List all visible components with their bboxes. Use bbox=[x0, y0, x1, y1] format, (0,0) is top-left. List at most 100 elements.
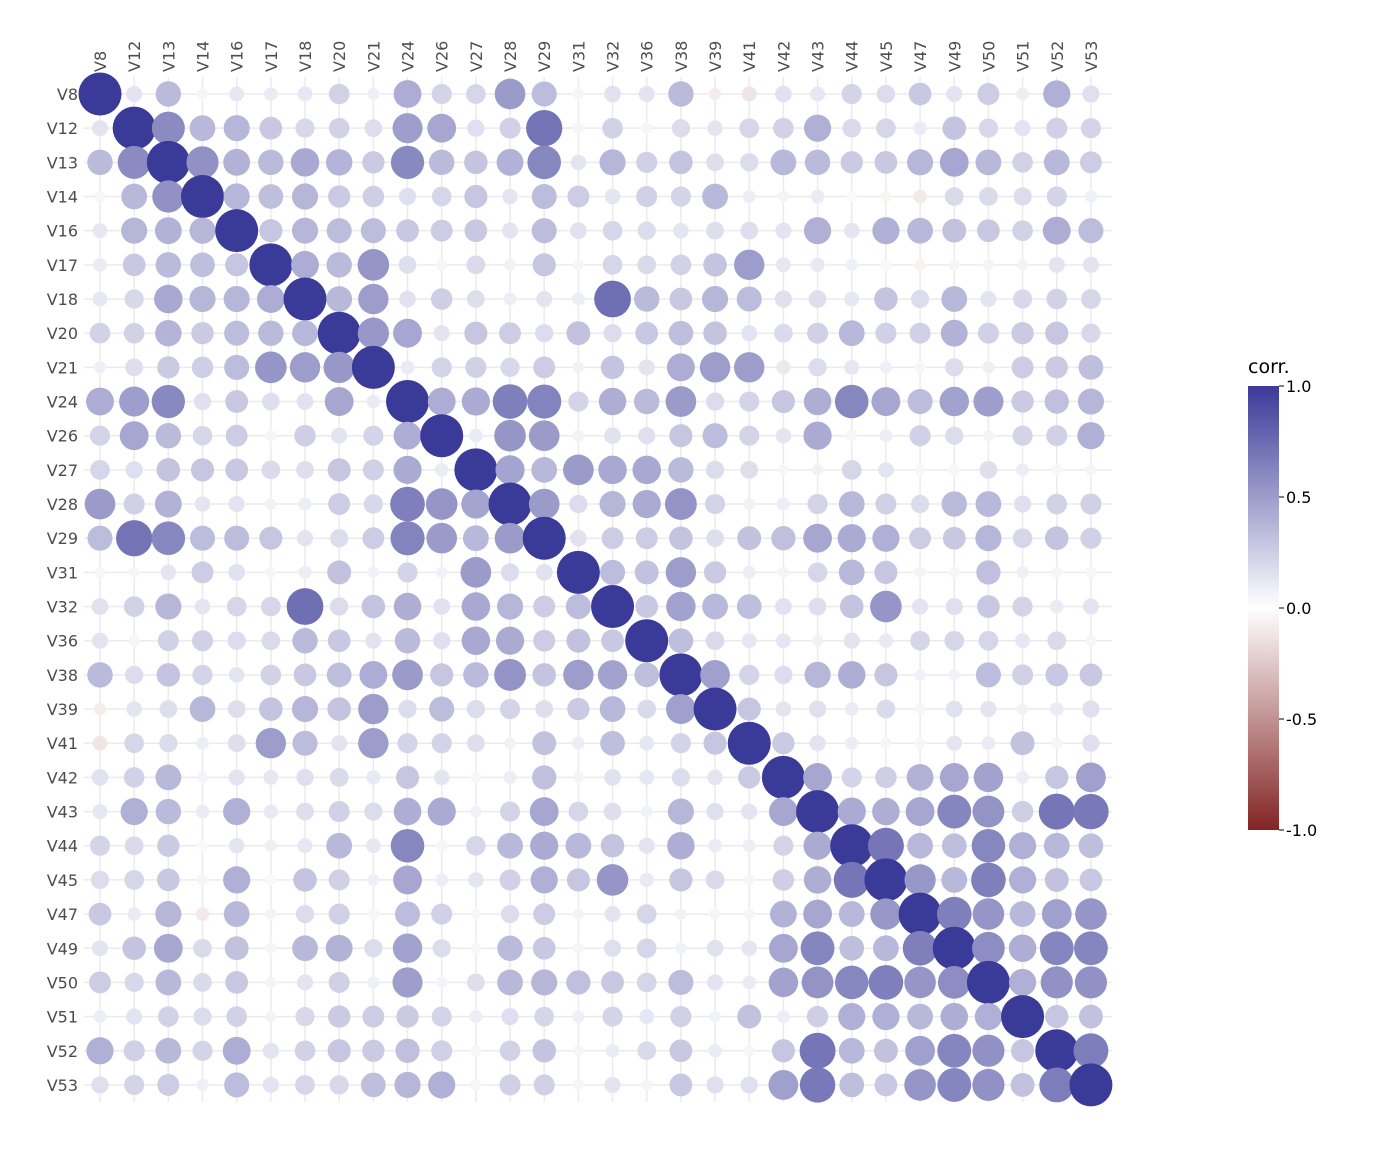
corr-dot-V28-V27 bbox=[461, 489, 491, 519]
corr-dot-V31-V52 bbox=[1051, 566, 1063, 578]
corr-dot-V29-V38 bbox=[669, 526, 693, 550]
corr-dot-V44-V28 bbox=[497, 832, 523, 859]
corr-dot-V31-V42 bbox=[777, 566, 789, 578]
corr-dot-V31-V38 bbox=[665, 557, 697, 588]
corr-dot-V50-V29 bbox=[531, 969, 558, 996]
corr-dot-V45-V45 bbox=[864, 858, 908, 902]
corr-dot-V47-V18 bbox=[295, 904, 315, 924]
corr-dot-V47-V42 bbox=[769, 900, 797, 928]
corr-dot-V38-V38 bbox=[659, 653, 703, 697]
corr-dot-V17-V42 bbox=[775, 257, 791, 273]
corr-dot-V32-V12 bbox=[123, 596, 145, 617]
corr-dot-V41-V53 bbox=[1082, 734, 1100, 752]
corr-dot-V31-V29 bbox=[535, 564, 553, 581]
x-tick-label: V47 bbox=[911, 41, 930, 72]
corr-dot-V42-V16 bbox=[228, 769, 245, 786]
corr-dot-V50-V31 bbox=[566, 970, 591, 995]
corr-dot-V31-V21 bbox=[367, 566, 380, 579]
corr-dot-V41-V14 bbox=[196, 736, 209, 750]
corr-dot-V41-V29 bbox=[532, 731, 557, 756]
corr-dot-V13-V24 bbox=[390, 145, 425, 179]
corr-dot-V13-V45 bbox=[874, 150, 898, 174]
corr-dot-V50-V12 bbox=[124, 972, 144, 993]
corr-dot-V38-V42 bbox=[774, 665, 793, 685]
corr-dot-V16-V41 bbox=[740, 221, 759, 240]
x-tick-label: V45 bbox=[877, 41, 896, 72]
corr-dot-V21-V29 bbox=[533, 356, 556, 379]
corr-dot-V27-V17 bbox=[261, 460, 281, 480]
corr-dot-V50-V26 bbox=[436, 976, 448, 988]
corr-dot-V43-V47 bbox=[905, 797, 935, 826]
x-tick-label: V42 bbox=[774, 41, 793, 72]
corr-dot-V18-V18 bbox=[283, 277, 327, 321]
corr-dot-V14-V21 bbox=[362, 185, 385, 208]
corr-dot-V41-V27 bbox=[467, 734, 485, 753]
corr-dot-V29-V20 bbox=[330, 529, 349, 548]
corr-dot-V38-V51 bbox=[1012, 664, 1034, 686]
corr-dot-V38-V43 bbox=[804, 661, 831, 688]
corr-dot-V31-V28 bbox=[500, 563, 520, 582]
corr-dot-V36-V50 bbox=[978, 630, 999, 651]
corr-dot-V31-V24 bbox=[397, 562, 418, 583]
corr-dot-V43-V24 bbox=[393, 797, 422, 826]
corr-dot-V45-V18 bbox=[293, 868, 317, 892]
corr-dot-V41-V47 bbox=[914, 737, 926, 749]
x-tick-label: V14 bbox=[194, 41, 213, 72]
corr-dot-V47-V29 bbox=[533, 903, 556, 926]
corr-dot-V50-V50 bbox=[966, 960, 1010, 1004]
corr-dot-V44-V18 bbox=[297, 838, 313, 854]
corr-dot-V42-V47 bbox=[906, 763, 934, 791]
corr-dot-V13-V51 bbox=[1012, 152, 1033, 173]
corr-dot-V20-V53 bbox=[1081, 323, 1101, 343]
corr-dot-V44-V29 bbox=[530, 831, 559, 860]
corr-dot-V13-V16 bbox=[223, 148, 251, 176]
corr-dot-V14-V8 bbox=[94, 191, 106, 203]
corr-dot-V14-V52 bbox=[1046, 186, 1067, 207]
corr-dot-V28-V44 bbox=[838, 491, 865, 517]
corr-dot-V16-V42 bbox=[775, 222, 792, 239]
corr-dot-V52-V39 bbox=[708, 1043, 722, 1058]
corr-dot-V38-V41 bbox=[739, 664, 760, 685]
corr-dot-V49-V50 bbox=[972, 931, 1005, 965]
corr-dot-V51-V14 bbox=[193, 1007, 212, 1026]
corr-dot-V53-V42 bbox=[768, 1070, 799, 1100]
corr-dot-V16-V24 bbox=[396, 219, 419, 243]
corr-dot-V29-V8 bbox=[87, 525, 113, 551]
corr-dot-V50-V39 bbox=[707, 974, 724, 991]
corr-dot-V14-V14 bbox=[181, 175, 225, 219]
corr-dot-V44-V21 bbox=[365, 838, 381, 854]
corr-dot-V53-V50 bbox=[972, 1068, 1005, 1102]
corr-dot-V14-V27 bbox=[464, 184, 488, 209]
corr-dot-V53-V28 bbox=[499, 1074, 521, 1096]
corr-dot-V51-V49 bbox=[940, 1002, 969, 1031]
corr-dot-V26-V24 bbox=[393, 421, 422, 450]
corr-dot-V24-V14 bbox=[193, 392, 212, 411]
corr-dot-V45-V17 bbox=[265, 874, 277, 886]
corr-dot-V38-V32 bbox=[597, 660, 628, 690]
corr-dot-V43-V31 bbox=[568, 801, 589, 822]
corr-dot-V17-V52 bbox=[1048, 256, 1065, 273]
corr-dot-V32-V16 bbox=[226, 596, 247, 617]
corr-dot-V17-V50 bbox=[982, 259, 994, 271]
corr-dot-V26-V16 bbox=[225, 424, 248, 447]
corr-dot-V44-V17 bbox=[264, 839, 277, 852]
corr-dot-V24-V42 bbox=[771, 389, 795, 414]
corr-dot-V32-V50 bbox=[977, 595, 1000, 618]
corr-dot-V24-V13 bbox=[151, 384, 185, 419]
corr-dot-V27-V49 bbox=[948, 464, 960, 476]
corr-dot-V26-V53 bbox=[1077, 422, 1105, 450]
corr-dot-V26-V13 bbox=[155, 422, 182, 449]
corr-dot-V16-V13 bbox=[154, 217, 182, 245]
corr-dot-V14-V29 bbox=[531, 183, 557, 210]
corr-dot-V36-V44 bbox=[843, 632, 860, 649]
corr-dot-V31-V31 bbox=[556, 550, 600, 594]
corr-dot-V27-V26 bbox=[434, 463, 449, 477]
y-tick-label: V44 bbox=[47, 837, 78, 856]
corr-dot-V17-V45 bbox=[880, 259, 892, 271]
y-tick-label: V36 bbox=[47, 632, 78, 651]
corr-dot-V52-V26 bbox=[431, 1040, 453, 1062]
corr-dot-V52-V31 bbox=[572, 1045, 584, 1057]
corr-dot-V26-V31 bbox=[572, 430, 585, 442]
corr-dot-V17-V29 bbox=[532, 253, 556, 277]
corr-dot-V26-V12 bbox=[119, 421, 149, 451]
